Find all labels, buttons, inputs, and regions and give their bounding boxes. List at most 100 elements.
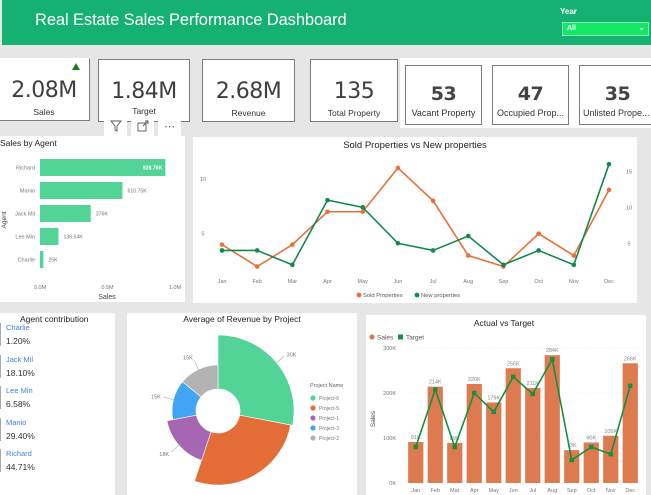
actual-vs-target-chart: Actual vs Target Sales Target 0K 100K 200K 300… xyxy=(369,318,640,494)
x-tick-label: Oct xyxy=(587,488,596,494)
target-point xyxy=(569,457,574,463)
target-point xyxy=(433,387,438,392)
kpi-card-total-property[interactable]: 135 Total Property xyxy=(310,59,398,122)
y-tick-label: 0K xyxy=(389,481,396,487)
data-point xyxy=(219,248,225,253)
kpi-label: Vacant Property xyxy=(411,108,476,118)
x-tick-label: Nov xyxy=(606,488,616,494)
bar xyxy=(40,205,91,222)
year-filter-dropdown[interactable]: All ⌄ xyxy=(562,22,649,36)
bar xyxy=(40,251,44,268)
contribution-percent: 29.40% xyxy=(6,430,35,441)
legend-label: Project-6 xyxy=(319,396,339,402)
data-label: 211K xyxy=(527,381,540,387)
year-filter-value: All xyxy=(567,25,576,32)
legend-marker-sold xyxy=(356,292,362,298)
x-tick-label: Apr xyxy=(323,279,332,285)
data-point xyxy=(254,248,260,253)
chart-title: Sold Properties vs New properties xyxy=(343,140,487,151)
legend-marker xyxy=(310,415,316,421)
kpi-card-vacant-property[interactable]: 53 Vacant Property xyxy=(405,65,482,125)
bar xyxy=(40,182,123,199)
x-tick-label: Jun xyxy=(509,488,518,494)
data-point xyxy=(430,248,436,253)
x-tick-label: Apr xyxy=(470,488,479,494)
data-label: 214K xyxy=(429,380,442,386)
x-tick-label: Aug xyxy=(463,279,473,285)
agent-name[interactable]: Charlie xyxy=(6,323,30,332)
pie-slice-project-5 xyxy=(194,414,292,486)
target-point xyxy=(491,409,496,415)
data-point xyxy=(465,233,471,239)
data-point xyxy=(536,248,541,253)
kpi-card-sales[interactable]: 2.08M Sales xyxy=(0,58,90,121)
sales-by-agent-chart: Sales by Agent Richard 928.76K Manio 610.75K… xyxy=(0,138,182,301)
legend-label: Project-1 xyxy=(319,416,339,422)
x-axis-label: Sales xyxy=(98,294,116,301)
x-tick-label: Mar xyxy=(288,279,298,285)
category-label: Jack Mil xyxy=(15,212,35,218)
right-y-tick-label: 15 xyxy=(626,169,632,175)
contribution-item: Lee Min 6.58% xyxy=(0,386,115,409)
legend-label: New properties xyxy=(421,293,460,299)
more-options-icon[interactable]: ⋯ xyxy=(158,116,181,136)
contribution-percent: 6.58% xyxy=(6,399,31,409)
data-point xyxy=(219,242,225,247)
y-tick-label: 100K xyxy=(383,436,396,442)
kpi-card-revenue[interactable]: 2.68M Revenue xyxy=(202,59,295,122)
bar xyxy=(466,384,482,483)
right-y-tick-label: 10 xyxy=(626,205,632,211)
data-label: 179K xyxy=(487,395,500,401)
data-label: 136.64K xyxy=(63,235,83,241)
data-point xyxy=(290,242,295,247)
left-y-tick-label: 5 xyxy=(201,232,204,238)
x-tick-label: Dec xyxy=(625,488,635,494)
kpi-label: Revenue xyxy=(231,108,266,118)
chart-title: Average of Revenue by Project xyxy=(183,314,301,324)
data-point xyxy=(606,161,612,167)
legend-marker-sales xyxy=(369,334,375,340)
agent-name[interactable]: Jack Mil xyxy=(6,354,34,364)
target-point xyxy=(472,390,477,396)
agent-name[interactable]: Manio xyxy=(6,417,27,427)
kpi-card-occupied-property[interactable]: 47 Occupied Prop... xyxy=(492,65,569,125)
kpi-value: 35 xyxy=(604,83,631,105)
data-point xyxy=(395,165,401,171)
data-point xyxy=(571,262,577,268)
kpi-card-unlisted-property[interactable]: 35 Unlisted Prope... xyxy=(579,65,651,125)
data-point xyxy=(501,262,506,268)
focus-mode-icon[interactable] xyxy=(131,116,154,136)
kpi-value: 53 xyxy=(430,83,457,105)
filter-icon[interactable] xyxy=(104,116,127,136)
x-tick-label: 0.5M xyxy=(101,285,114,291)
kpi-label: Unlisted Prope... xyxy=(583,108,650,118)
kpi-card-target[interactable]: 1.84M Target xyxy=(98,59,190,122)
leader-line xyxy=(163,396,176,401)
bar xyxy=(447,442,463,483)
legend-label: Target xyxy=(406,335,424,342)
data-point xyxy=(290,262,295,268)
bar xyxy=(40,228,59,245)
agent-name[interactable]: Richard xyxy=(6,449,32,458)
category-label: Richard xyxy=(16,166,35,172)
x-tick-label: Feb xyxy=(252,279,261,285)
bar xyxy=(622,363,638,483)
page-title: Real Estate Sales Performance Dashboard xyxy=(35,11,347,29)
x-tick-label: May xyxy=(489,488,500,494)
data-label: 15K xyxy=(151,394,161,400)
contribution-item: Charlie 1.20% xyxy=(0,323,115,346)
data-point xyxy=(360,205,366,210)
data-point xyxy=(360,209,366,215)
agent-name[interactable]: Lee Min xyxy=(6,386,33,395)
target-point xyxy=(608,452,613,457)
x-tick-label: Feb xyxy=(431,488,440,494)
category-label: Manio xyxy=(20,189,35,195)
legend-label: Project-5 xyxy=(319,406,339,412)
data-point xyxy=(571,253,577,258)
agent-contribution-panel: Agent contribution Charlie 1.20% Jack Mil 1… xyxy=(0,313,115,495)
header-bar: Real Estate Sales Performance Dashboard … xyxy=(2,0,651,45)
data-label: 376K xyxy=(96,212,109,218)
bar xyxy=(427,386,443,483)
target-point xyxy=(413,444,418,450)
